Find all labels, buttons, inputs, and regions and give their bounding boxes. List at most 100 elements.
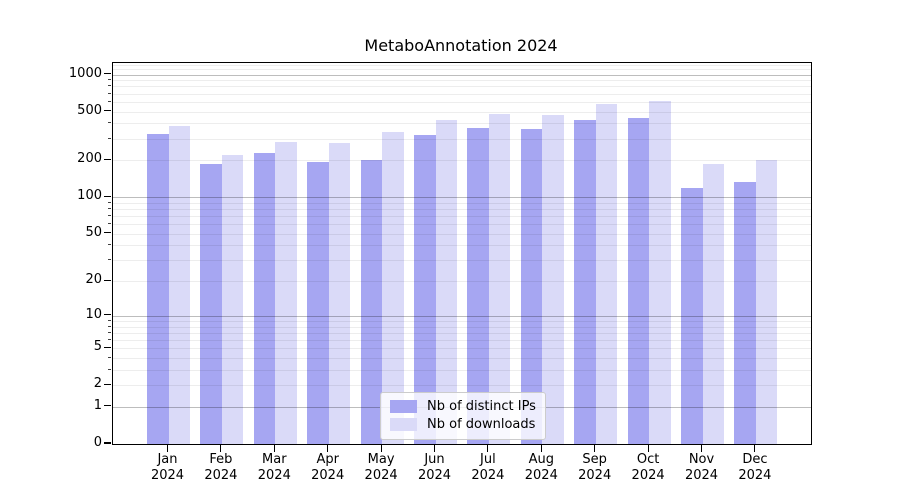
y-minortick-70 bbox=[107, 215, 111, 216]
bar-oct-2024-series1 bbox=[649, 100, 671, 444]
y-tick-500 bbox=[104, 109, 111, 112]
y-minortick-80 bbox=[107, 208, 111, 209]
gridline-100 bbox=[113, 197, 811, 199]
bar-feb-2024-series1 bbox=[221, 154, 244, 444]
y-tick-1000 bbox=[104, 72, 111, 75]
x-tick-label-sep-2024: Sep 2024 bbox=[578, 452, 612, 483]
gridline-400 bbox=[113, 123, 811, 125]
y-tick-label-10: 10 bbox=[85, 306, 102, 322]
gridline-7 bbox=[113, 332, 811, 334]
x-tick-0 bbox=[166, 444, 169, 452]
y-tick-200 bbox=[104, 158, 111, 160]
bar-apr-2024-series1 bbox=[328, 143, 351, 444]
y-tick-10 bbox=[104, 314, 111, 316]
y-minortick-30 bbox=[107, 259, 111, 261]
bar-jul-2024-series1 bbox=[488, 114, 511, 444]
x-tick-4 bbox=[380, 444, 382, 452]
bar-mar-2024-series0 bbox=[253, 153, 276, 444]
x-tick-7 bbox=[540, 444, 542, 452]
bars-layer bbox=[113, 63, 811, 444]
y-minortick-90 bbox=[107, 201, 111, 203]
y-minortick-3 bbox=[107, 368, 111, 370]
y-minortick-6 bbox=[107, 338, 111, 340]
y-minortick-700 bbox=[107, 92, 111, 94]
y-tick-label-1: 1 bbox=[93, 397, 102, 413]
x-tick-8 bbox=[594, 444, 596, 452]
x-tick-9 bbox=[647, 444, 649, 452]
bar-oct-2024-series0 bbox=[627, 117, 650, 444]
legend-swatch-icon bbox=[390, 400, 417, 413]
bar-apr-2024-series0 bbox=[307, 161, 329, 444]
gridline-300 bbox=[113, 138, 811, 140]
y-tick-2 bbox=[104, 383, 111, 385]
gridline-70 bbox=[113, 216, 811, 217]
gridline-900 bbox=[113, 80, 811, 82]
y-tick-label-200: 200 bbox=[77, 151, 102, 167]
legend-label: Nb of downloads bbox=[427, 417, 536, 432]
gridline-3 bbox=[113, 369, 811, 371]
gridline-1100 bbox=[113, 69, 811, 71]
gridline-500 bbox=[113, 111, 811, 113]
y-tick-label-1000: 1000 bbox=[68, 65, 102, 81]
x-tick-label-nov-2024: Nov 2024 bbox=[684, 452, 719, 483]
gridline-90 bbox=[113, 202, 811, 204]
y-tick-0 bbox=[104, 442, 111, 444]
x-tick-label-aug-2024: Aug 2024 bbox=[524, 452, 558, 483]
y-minortick-40 bbox=[107, 244, 111, 246]
y-minortick-4 bbox=[107, 356, 111, 358]
legend: Nb of distinct IPs Nb of downloads bbox=[380, 392, 546, 440]
x-tick-1 bbox=[220, 444, 222, 452]
y-tick-label-0: 0 bbox=[93, 435, 102, 450]
gridline-9 bbox=[113, 320, 811, 322]
bar-sep-2024-series1 bbox=[595, 103, 618, 444]
y-tick-label-5: 5 bbox=[93, 339, 102, 355]
y-minortick-900 bbox=[107, 79, 111, 81]
bar-aug-2024-series1 bbox=[542, 115, 564, 444]
bar-jan-2024-series0 bbox=[147, 133, 169, 444]
legend-swatch-icon bbox=[390, 418, 417, 431]
gridline-60 bbox=[113, 224, 811, 226]
y-tick-5 bbox=[104, 346, 111, 348]
x-tick-label-feb-2024: Feb 2024 bbox=[204, 452, 238, 483]
x-tick-2 bbox=[273, 444, 275, 452]
x-tick-label-may-2024: May 2024 bbox=[364, 452, 398, 483]
y-minortick-800 bbox=[107, 85, 111, 87]
gridline-200 bbox=[113, 160, 811, 162]
gridline-50 bbox=[113, 233, 811, 235]
x-tick-label-dec-2024: Dec 2024 bbox=[738, 452, 772, 483]
bar-mar-2024-series1 bbox=[275, 141, 297, 444]
x-tick-5 bbox=[433, 444, 436, 452]
gridline-600 bbox=[113, 101, 811, 103]
bar-may-2024-series1 bbox=[382, 132, 404, 444]
gridlines-layer bbox=[113, 63, 811, 444]
bar-nov-2024-series1 bbox=[702, 163, 724, 444]
y-tick-100 bbox=[104, 195, 111, 197]
y-tick-label-20: 20 bbox=[85, 272, 102, 288]
legend-item-1: Nb of downloads bbox=[390, 416, 536, 433]
bar-nov-2024-series0 bbox=[681, 188, 703, 444]
gridline-4 bbox=[113, 357, 811, 359]
gridline-2 bbox=[113, 385, 811, 387]
x-tick-3 bbox=[327, 444, 329, 452]
gridline-1000 bbox=[113, 74, 811, 76]
x-tick-6 bbox=[487, 444, 489, 452]
y-tick-label-100: 100 bbox=[77, 188, 102, 204]
gridline-700 bbox=[113, 93, 811, 95]
y-minortick-7 bbox=[107, 331, 111, 333]
bar-jun-2024-series0 bbox=[414, 134, 436, 444]
bar-sep-2024-series0 bbox=[574, 120, 596, 444]
y-minortick-9 bbox=[107, 319, 111, 321]
gridline-800 bbox=[113, 86, 811, 88]
x-tick-10 bbox=[700, 444, 703, 452]
bar-jun-2024-series1 bbox=[435, 119, 457, 444]
chart-title: MetaboAnnotation 2024 bbox=[364, 36, 558, 55]
y-tick-label-50: 50 bbox=[85, 224, 102, 240]
gridline-8 bbox=[113, 326, 811, 328]
x-tick-11 bbox=[754, 444, 756, 452]
y-tick-label-2: 2 bbox=[93, 376, 102, 392]
bar-feb-2024-series0 bbox=[200, 163, 222, 444]
bar-dec-2024-series1 bbox=[755, 159, 778, 444]
y-tick-label-500: 500 bbox=[77, 102, 102, 118]
gridline-6 bbox=[113, 339, 811, 341]
